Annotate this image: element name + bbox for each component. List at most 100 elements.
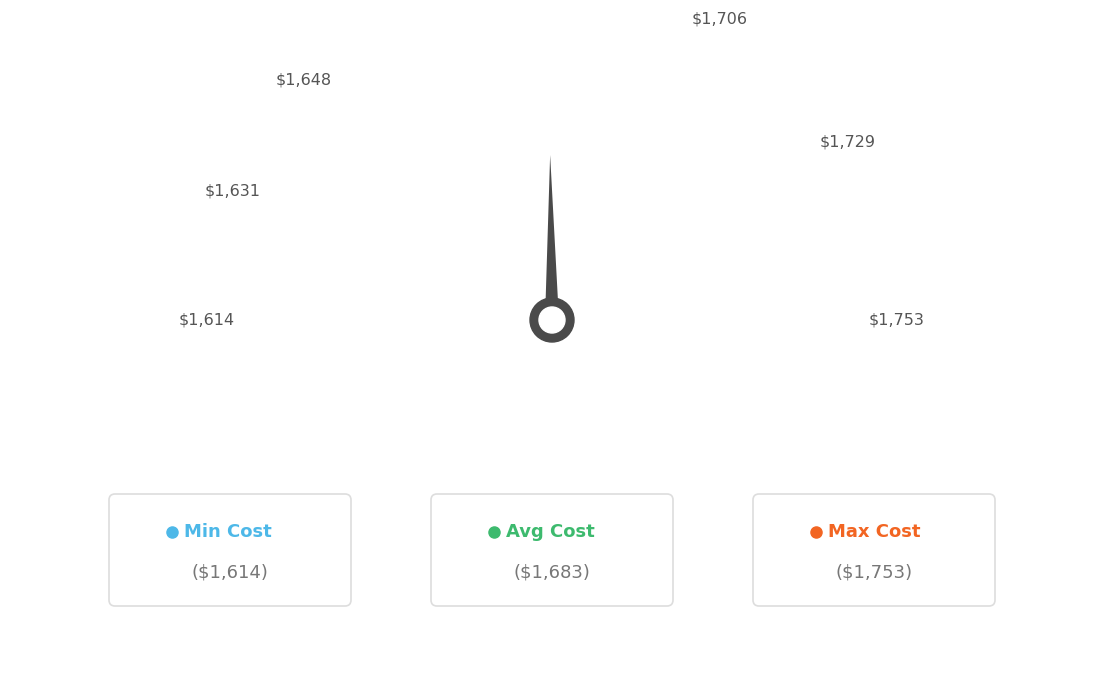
Wedge shape	[246, 264, 350, 285]
Wedge shape	[734, 177, 828, 227]
Wedge shape	[319, 113, 400, 184]
Wedge shape	[302, 134, 389, 198]
Wedge shape	[678, 75, 744, 159]
Wedge shape	[755, 279, 860, 295]
Wedge shape	[693, 96, 767, 172]
Wedge shape	[750, 238, 851, 268]
Wedge shape	[335, 97, 410, 174]
Wedge shape	[434, 32, 475, 130]
Wedge shape	[756, 290, 861, 302]
Wedge shape	[732, 172, 826, 224]
Wedge shape	[499, 14, 519, 118]
Wedge shape	[282, 166, 374, 220]
Wedge shape	[256, 226, 357, 259]
Wedge shape	[690, 90, 763, 170]
Wedge shape	[655, 52, 710, 144]
Wedge shape	[747, 229, 849, 262]
Wedge shape	[584, 14, 603, 118]
Wedge shape	[275, 179, 370, 228]
Wedge shape	[573, 12, 586, 116]
Wedge shape	[671, 68, 734, 154]
Wedge shape	[757, 317, 862, 320]
Wedge shape	[755, 284, 860, 297]
Wedge shape	[263, 206, 361, 246]
Wedge shape	[722, 148, 811, 208]
Wedge shape	[532, 10, 541, 115]
Wedge shape	[375, 63, 437, 151]
Wedge shape	[248, 255, 351, 279]
Wedge shape	[291, 150, 381, 209]
Wedge shape	[426, 35, 470, 132]
Wedge shape	[296, 144, 383, 205]
Wedge shape	[626, 31, 666, 130]
Wedge shape	[315, 119, 396, 188]
Wedge shape	[660, 57, 718, 147]
Wedge shape	[756, 286, 860, 299]
Wedge shape	[251, 245, 353, 272]
Text: $1,631: $1,631	[204, 183, 261, 198]
Wedge shape	[757, 313, 862, 317]
Wedge shape	[659, 56, 716, 146]
Wedge shape	[401, 48, 454, 141]
Wedge shape	[250, 248, 352, 274]
Wedge shape	[283, 164, 374, 219]
Text: ($1,683): ($1,683)	[513, 563, 591, 581]
Wedge shape	[755, 276, 859, 293]
Wedge shape	[645, 43, 694, 138]
Wedge shape	[288, 156, 378, 213]
Wedge shape	[298, 140, 385, 202]
Wedge shape	[710, 122, 793, 190]
Wedge shape	[565, 10, 574, 115]
Wedge shape	[576, 12, 591, 117]
Wedge shape	[648, 46, 699, 139]
Wedge shape	[328, 104, 405, 179]
Wedge shape	[708, 119, 789, 188]
Wedge shape	[538, 10, 544, 115]
Wedge shape	[571, 11, 584, 116]
Wedge shape	[583, 13, 601, 117]
Wedge shape	[643, 41, 691, 137]
Wedge shape	[261, 213, 360, 250]
Wedge shape	[585, 14, 605, 118]
Wedge shape	[704, 113, 785, 184]
Text: Min Cost: Min Cost	[184, 523, 272, 541]
Wedge shape	[243, 293, 348, 304]
Wedge shape	[258, 217, 359, 254]
Wedge shape	[742, 201, 839, 243]
Wedge shape	[289, 154, 379, 212]
Wedge shape	[607, 21, 638, 123]
Wedge shape	[297, 141, 384, 204]
Wedge shape	[248, 253, 352, 277]
Wedge shape	[354, 79, 423, 162]
Wedge shape	[321, 111, 401, 184]
Wedge shape	[528, 11, 538, 116]
Wedge shape	[436, 32, 477, 130]
Wedge shape	[722, 146, 809, 206]
Wedge shape	[475, 19, 502, 121]
Wedge shape	[743, 206, 841, 246]
Wedge shape	[307, 128, 391, 195]
Wedge shape	[661, 58, 720, 148]
Wedge shape	[251, 243, 353, 270]
Wedge shape	[746, 222, 847, 257]
Wedge shape	[246, 267, 350, 286]
Wedge shape	[756, 298, 861, 307]
Wedge shape	[242, 317, 347, 320]
Bar	[222, 0, 882, 330]
Wedge shape	[394, 52, 449, 144]
Wedge shape	[756, 301, 861, 308]
Wedge shape	[314, 121, 395, 189]
Wedge shape	[243, 288, 348, 301]
Wedge shape	[516, 12, 530, 117]
Wedge shape	[605, 20, 634, 122]
Wedge shape	[244, 286, 348, 299]
Wedge shape	[694, 97, 769, 174]
Wedge shape	[362, 74, 427, 158]
Wedge shape	[597, 17, 622, 120]
Wedge shape	[733, 175, 827, 226]
Wedge shape	[613, 23, 646, 124]
Wedge shape	[506, 13, 523, 117]
Wedge shape	[245, 276, 349, 293]
Wedge shape	[365, 70, 431, 156]
Wedge shape	[262, 208, 361, 248]
